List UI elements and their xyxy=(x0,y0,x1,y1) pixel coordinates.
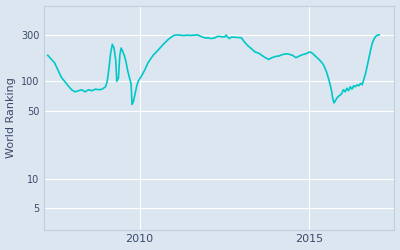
Y-axis label: World Ranking: World Ranking xyxy=(6,77,16,158)
